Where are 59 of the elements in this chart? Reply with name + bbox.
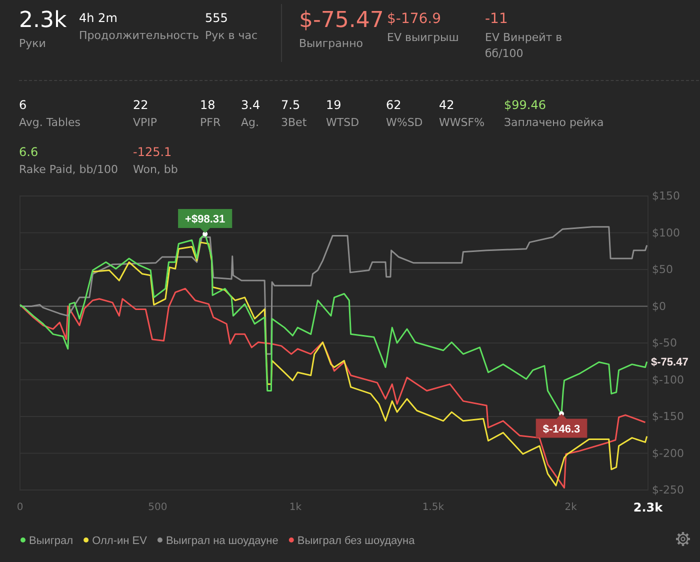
text: -125.1	[133, 144, 173, 160]
text: Выигранно	[299, 36, 364, 52]
text: 555	[205, 10, 229, 26]
text: 18	[200, 97, 216, 113]
text: 19	[326, 97, 342, 113]
text: WWSF%	[439, 115, 485, 131]
y-tick-label: $-200	[652, 446, 684, 460]
text: Rake Paid, bb/100	[19, 162, 118, 178]
text: Продолжительность	[79, 28, 199, 44]
annotation: $-75.47	[651, 356, 688, 369]
x-tick-label: 2k	[564, 502, 578, 514]
text: 3.4	[241, 97, 260, 113]
legend-label: Выиграл	[29, 535, 74, 547]
y-tick-label: $-50	[652, 336, 677, 350]
line-series	[19, 226, 648, 355]
text: WTSD	[326, 115, 360, 131]
text: 62	[386, 97, 402, 113]
text: EV Винрейт в бб/100	[485, 30, 564, 62]
legend-label: Выиграл без шоудауна	[297, 535, 416, 547]
y-tick-label: $-250	[652, 484, 684, 497]
y-tick-label: $-150	[652, 410, 684, 424]
text: Руки	[19, 36, 47, 52]
line-series	[92, 242, 648, 486]
text: 22	[133, 97, 150, 113]
text: Рук в час	[205, 28, 258, 44]
text: Avg. Tables	[19, 115, 81, 131]
text: 2.3k	[19, 8, 67, 34]
text: -11	[485, 10, 509, 28]
text: VPIP	[133, 115, 158, 131]
line-series	[19, 288, 646, 489]
annotation: $-146.3	[542, 423, 580, 436]
x-tick-label: 1k	[289, 502, 302, 514]
y-tick-label: $100	[652, 226, 680, 240]
text: 6	[19, 97, 28, 113]
legend-label: Выиграл на шоудауне	[166, 535, 278, 547]
legend-label: Олл-ин EV	[92, 535, 148, 547]
text: EV выигрыш	[387, 30, 459, 46]
text: $-176.9	[387, 10, 442, 28]
text: 42	[439, 97, 456, 113]
y-tick-label: $-100	[652, 373, 684, 386]
x-tick-label: 2.3k	[633, 500, 664, 515]
text: $-75.47	[299, 8, 384, 34]
text: PFR	[200, 115, 221, 131]
annotation: +$98.31	[185, 213, 226, 226]
text: 6.6	[19, 144, 40, 160]
text: 7.5	[281, 97, 302, 113]
text: 4h 2m	[79, 10, 118, 26]
y-tick-label: $150	[652, 190, 680, 203]
x-tick-label: 1.5k	[422, 502, 444, 514]
text: Ag.	[241, 115, 260, 131]
text: Заплачено рейка	[504, 115, 604, 131]
y-tick-label: $0	[652, 300, 666, 313]
text: W%SD	[386, 115, 423, 131]
text: 3Bet	[281, 115, 307, 131]
x-tick-label: 500	[148, 502, 168, 514]
text: $99.46	[504, 97, 547, 113]
x-tick-label: 0	[16, 502, 24, 514]
y-tick-label: $50	[652, 263, 673, 276]
text: Won, bb	[133, 162, 178, 178]
